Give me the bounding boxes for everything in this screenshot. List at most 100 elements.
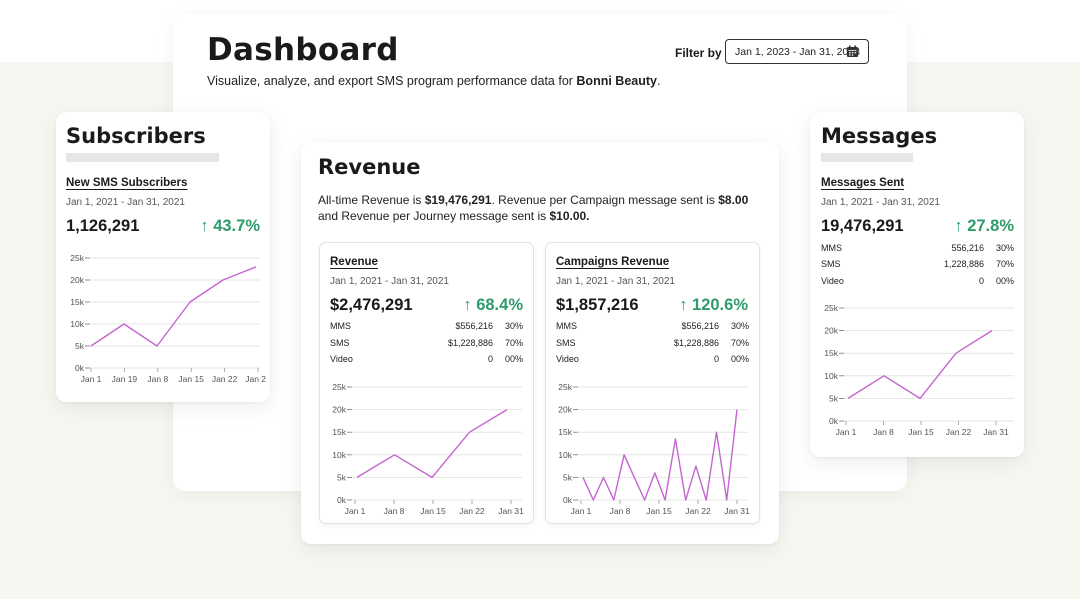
desc-text: . Revenue per Campaign message sent is [491, 193, 719, 207]
x-tick-label: Jan 15 [178, 374, 204, 384]
x-tick-label: Jan 1 [836, 427, 857, 437]
y-tick-label: 5k [829, 393, 839, 403]
breakdown-value: 0 [978, 276, 984, 286]
campaigns-revenue-link[interactable]: Campaigns Revenue [556, 256, 670, 268]
x-tick-label: Jan 1 [81, 374, 102, 384]
messages-card [810, 112, 1024, 457]
x-tick-label: Jan 31 [498, 506, 524, 516]
breakdown-pct: 30% [730, 321, 749, 331]
breakdown-label: Video [821, 276, 844, 286]
breakdown-row: SMS 1,228,886 70% [821, 259, 1014, 269]
breakdown-pct: 00% [504, 354, 523, 364]
x-tick-label: Jan 31 [724, 506, 750, 516]
messages-sent-link[interactable]: Messages Sent [821, 177, 905, 189]
breakdown-row: Video 0 00% [330, 354, 523, 364]
desc-value: $8.00 [718, 193, 749, 207]
revenue-chart: 0k 5k 10k 15k 20k 25k Jan 1 Jan 8 Jan 15 Jan 22 Ja… [332, 382, 524, 516]
breakdown-pct: 70% [730, 338, 749, 348]
breakdown-row: SMS $1,228,886 70% [330, 338, 523, 348]
x-tick-label: Jan 22 [212, 374, 238, 384]
placeholder-bar [66, 153, 219, 162]
y-tick-label: 20k [332, 405, 346, 415]
date-range-value: Jan 1, 2023 - Jan 31, 2023 [735, 45, 860, 58]
y-tick-label: 25k [558, 382, 572, 392]
breakdown-row: Video 0 00% [556, 354, 749, 364]
breakdown-row: Video 0 00% [821, 276, 1014, 286]
subscribers-change: ↑ 43.7% [200, 217, 260, 235]
breakdown-label: Video [330, 354, 353, 364]
revenue-link[interactable]: Revenue [330, 256, 378, 268]
breakdown-pct: 30% [995, 243, 1014, 253]
desc-text: All-time Revenue is [318, 193, 425, 207]
x-tick-label: Jan 22 [946, 427, 972, 437]
messages-change-value: 27.8% [967, 217, 1014, 235]
breakdown-row: MMS $556,216 30% [330, 321, 523, 331]
y-tick-label: 5k [337, 472, 347, 482]
y-tick-label: 15k [70, 297, 84, 307]
x-tick-label: Jan 8 [873, 427, 894, 437]
series-line [847, 330, 993, 400]
subtitle-end: . [656, 74, 661, 88]
y-tick-label: 0k [829, 416, 839, 426]
x-tick-label: Jan 1 [345, 506, 366, 516]
x-tick-label: Jan 1 [571, 506, 592, 516]
breakdown-row: MMS $556,216 30% [556, 321, 749, 331]
placeholder-bar [821, 153, 913, 162]
x-tick-label: Jan 19 [112, 374, 138, 384]
breakdown-label: SMS [330, 338, 350, 348]
breakdown-label: Video [556, 354, 579, 364]
breakdown-value: $1,228,886 [447, 338, 493, 348]
breakdown-label: SMS [821, 259, 841, 269]
y-tick-label: 5k [563, 472, 573, 482]
messages-value: 19,476,291 [821, 217, 904, 235]
x-tick-label: Jan 8 [384, 506, 405, 516]
breakdown-pct: 30% [504, 321, 523, 331]
subscribers-range: Jan 1, 2021 - Jan 31, 2021 [66, 197, 185, 208]
revenue-change: ↑ 68.4% [463, 296, 523, 314]
y-tick-label: 20k [70, 275, 84, 285]
x-tick-label: Jan 31 [983, 427, 1009, 437]
x-tick-label: Jan 15 [646, 506, 672, 516]
breakdown-label: MMS [556, 321, 577, 331]
messages-change: ↑ 27.8% [954, 217, 1014, 235]
breakdown-value: $556,216 [681, 321, 719, 331]
subscribers-value: 1,126,291 [66, 217, 140, 235]
x-tick-label: Jan 29 [245, 374, 266, 384]
y-tick-label: 25k [824, 303, 838, 313]
breakdown-pct: 00% [730, 354, 749, 364]
y-tick-label: 10k [70, 319, 84, 329]
desc-value: $10.00. [549, 209, 590, 223]
campaigns-value: $1,857,216 [556, 296, 639, 314]
y-tick-label: 25k [332, 382, 346, 392]
campaigns-change-value: 120.6% [692, 296, 748, 314]
y-tick-label: 10k [558, 450, 572, 460]
series-line [356, 409, 508, 479]
y-tick-label: 10k [332, 450, 346, 460]
breakdown-value: $556,216 [455, 321, 493, 331]
y-tick-label: 20k [824, 326, 838, 336]
campaigns-range: Jan 1, 2021 - Jan 31, 2021 [556, 276, 675, 287]
revenue-description: All-time Revenue is $19,476,291. Revenue… [318, 192, 758, 224]
x-tick-label: Jan 22 [459, 506, 485, 516]
date-range-picker[interactable]: Jan 1, 2023 - Jan 31, 2023 [725, 39, 869, 64]
campaigns-change: ↑ 120.6% [679, 296, 748, 314]
page-subtitle: Visualize, analyze, and export SMS progr… [207, 74, 660, 88]
y-tick-label: 20k [558, 405, 572, 415]
subtitle-text: Visualize, analyze, and export SMS progr… [207, 74, 577, 88]
breakdown-label: MMS [330, 321, 351, 331]
revenue-title: Revenue [318, 155, 421, 179]
revenue-value: $2,476,291 [330, 296, 413, 314]
new-sms-subscribers-link[interactable]: New SMS Subscribers [66, 177, 188, 189]
series-line [582, 409, 738, 501]
filter-label: Filter by [675, 46, 722, 60]
x-tick-label: Jan 15 [908, 427, 934, 437]
y-tick-label: 0k [75, 363, 85, 373]
y-tick-label: 25k [70, 253, 84, 263]
x-tick-label: Jan 22 [685, 506, 711, 516]
y-tick-label: 15k [332, 427, 346, 437]
y-tick-label: 15k [824, 348, 838, 358]
y-tick-label: 0k [563, 495, 573, 505]
revenue-range: Jan 1, 2021 - Jan 31, 2021 [330, 276, 449, 287]
brand-name: Bonni Beauty [576, 74, 657, 88]
breakdown-pct: 70% [995, 259, 1014, 269]
